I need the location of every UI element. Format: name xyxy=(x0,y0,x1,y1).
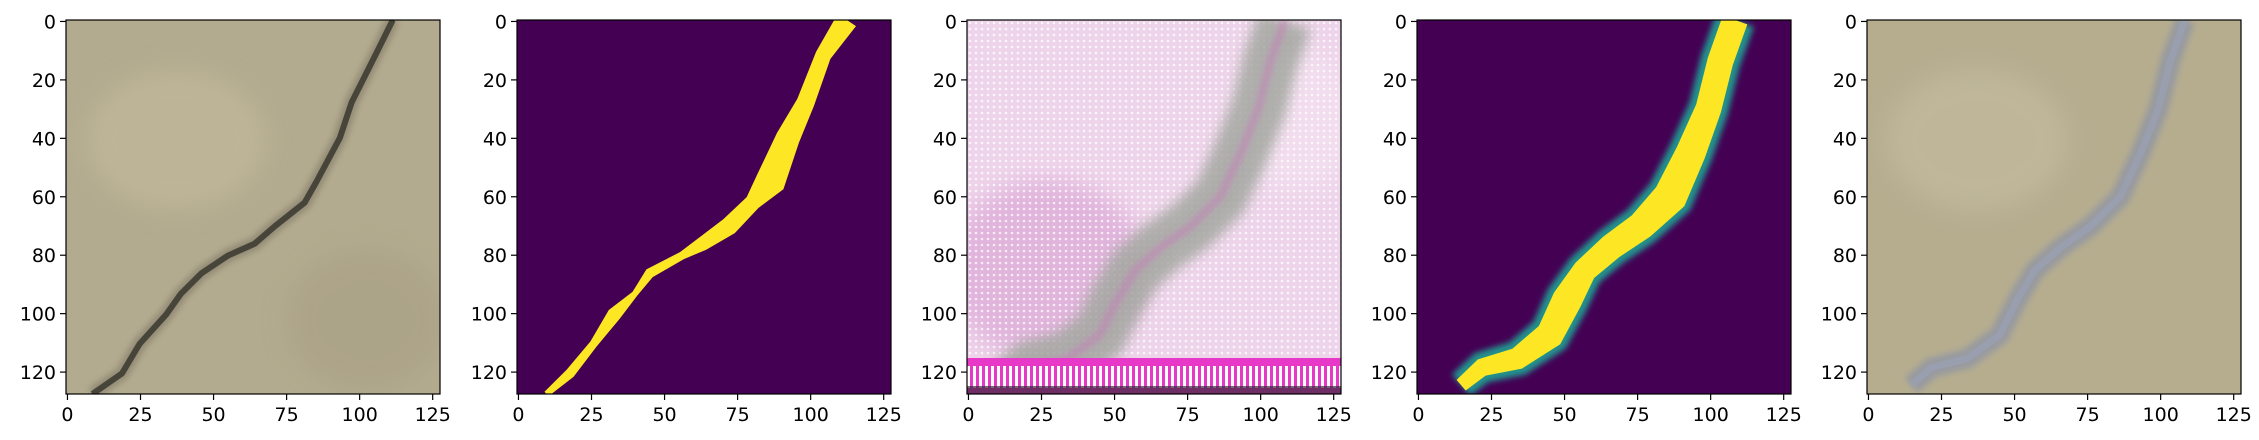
y-tick-label: 40 xyxy=(1833,128,1857,150)
x-tick-label: 100 xyxy=(793,404,829,426)
x-tick-label: 75 xyxy=(2076,404,2100,426)
x-tick-label: 50 xyxy=(1552,404,1576,426)
y-tick-label: 0 xyxy=(44,11,56,33)
y-tick-label: 60 xyxy=(32,187,56,209)
x-tick-label: 25 xyxy=(1929,404,1953,426)
y-tick-label: 100 xyxy=(471,304,507,326)
y-tick-label: 60 xyxy=(483,187,507,209)
panel-image xyxy=(1417,20,1791,394)
panel-4: 0 25 50 75 100 125 0 20 40 60 80 100 120 xyxy=(1371,11,1802,426)
y-tick-label: 20 xyxy=(1833,70,1857,92)
x-tick-label: 50 xyxy=(201,404,225,426)
x-tick-label: 125 xyxy=(866,404,902,426)
y-tick-label: 80 xyxy=(933,245,957,267)
x-tick-label: 100 xyxy=(342,404,378,426)
x-tick-label: 0 xyxy=(1412,404,1424,426)
panel-image xyxy=(1867,20,2241,394)
y-tick-label: 40 xyxy=(483,128,507,150)
x-tick-label: 75 xyxy=(726,404,750,426)
y-tick-label: 120 xyxy=(471,362,507,384)
x-tick-label: 25 xyxy=(579,404,603,426)
panel-2: 0 25 50 75 100 125 0 20 40 60 80 100 120 xyxy=(471,11,902,426)
panel-image xyxy=(66,20,440,394)
y-tick-label: 0 xyxy=(1845,11,1857,33)
y-tick-label: 20 xyxy=(1383,70,1407,92)
y-tick-label: 80 xyxy=(483,245,507,267)
x-tick-label: 125 xyxy=(1766,404,1802,426)
x-tick-label: 25 xyxy=(1029,404,1053,426)
y-tick-label: 40 xyxy=(933,128,957,150)
x-tick-label: 50 xyxy=(2002,404,2026,426)
x-tick-label: 50 xyxy=(652,404,676,426)
x-tick-label: 125 xyxy=(415,404,451,426)
y-tick-label: 120 xyxy=(1821,362,1857,384)
panel-image xyxy=(967,20,1341,394)
x-tick-label: 75 xyxy=(1626,404,1650,426)
panel-3: 0 25 50 75 100 125 0 20 40 60 80 100 120 xyxy=(921,11,1352,426)
y-tick-label: 40 xyxy=(1383,128,1407,150)
y-tick-label: 20 xyxy=(933,70,957,92)
x-tick-label: 50 xyxy=(1102,404,1126,426)
y-tick-label: 0 xyxy=(945,11,957,33)
x-tick-label: 0 xyxy=(61,404,73,426)
y-tick-label: 120 xyxy=(921,362,957,384)
y-tick-label: 100 xyxy=(20,304,56,326)
y-tick-label: 20 xyxy=(483,70,507,92)
y-tick-label: 20 xyxy=(32,70,56,92)
y-tick-label: 40 xyxy=(32,128,56,150)
axes-frame xyxy=(966,19,1342,395)
y-tick-label: 0 xyxy=(1395,11,1407,33)
y-tick-label: 100 xyxy=(921,304,957,326)
y-tick-label: 80 xyxy=(1383,245,1407,267)
axes-frame xyxy=(516,19,892,395)
x-tick-label: 100 xyxy=(2143,404,2179,426)
y-tick-label: 80 xyxy=(1833,245,1857,267)
y-tick-label: 60 xyxy=(933,187,957,209)
x-tick-label: 0 xyxy=(512,404,524,426)
y-tick-label: 100 xyxy=(1371,304,1407,326)
x-tick-label: 25 xyxy=(128,404,152,426)
axes-frame xyxy=(1866,19,2242,395)
axes-frame xyxy=(1416,19,1792,395)
x-tick-label: 100 xyxy=(1693,404,1729,426)
x-tick-label: 125 xyxy=(2216,404,2252,426)
y-tick-label: 100 xyxy=(1821,304,1857,326)
panel-image xyxy=(517,20,891,394)
crack xyxy=(90,20,396,394)
prediction-core xyxy=(1456,20,1748,391)
y-tick-label: 120 xyxy=(20,362,56,384)
y-tick-label: 0 xyxy=(495,11,507,33)
x-tick-label: 75 xyxy=(275,404,299,426)
crack-core xyxy=(1908,20,2189,388)
x-tick-label: 25 xyxy=(1479,404,1503,426)
panel-1: 0 25 50 75 100 125 0 20 40 60 80 100 120 xyxy=(20,11,451,426)
x-tick-label: 125 xyxy=(1316,404,1352,426)
y-tick-label: 60 xyxy=(1833,187,1857,209)
y-tick-label: 60 xyxy=(1383,187,1407,209)
axes-frame xyxy=(65,19,441,395)
y-tick-label: 120 xyxy=(1371,362,1407,384)
x-tick-label: 75 xyxy=(1176,404,1200,426)
mask-region xyxy=(544,20,856,394)
y-tick-label: 80 xyxy=(32,245,56,267)
x-tick-label: 100 xyxy=(1243,404,1279,426)
x-tick-label: 0 xyxy=(962,404,974,426)
panel-5: 0 25 50 75 100 125 0 20 40 60 80 100 120 xyxy=(1821,11,2252,426)
x-tick-label: 0 xyxy=(1862,404,1874,426)
